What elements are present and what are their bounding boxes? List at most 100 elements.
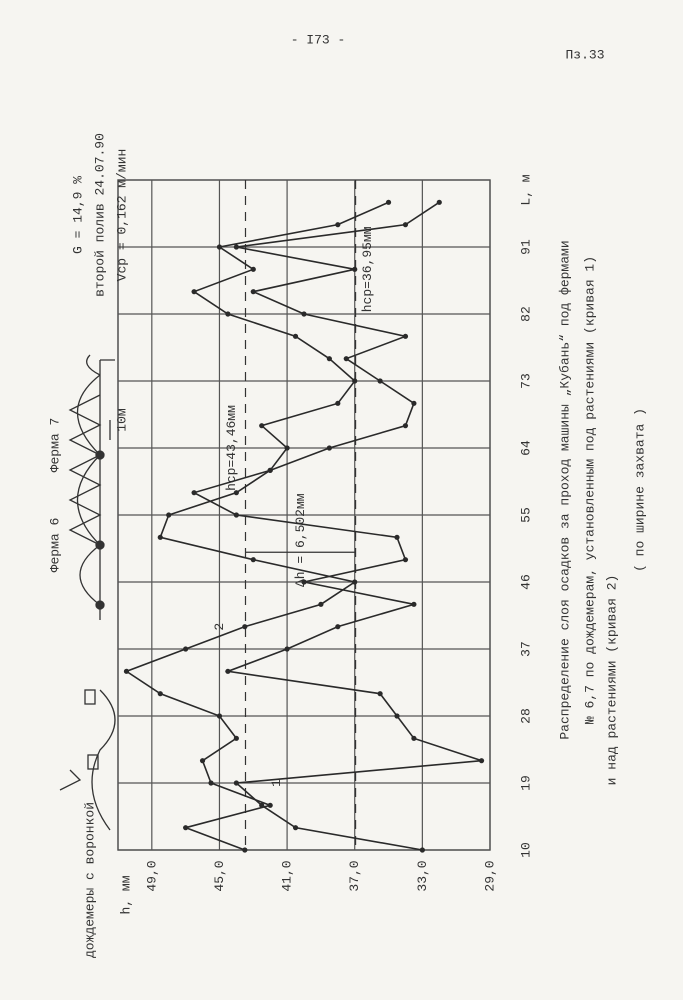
data-point <box>352 579 358 585</box>
y-tick-label: 49,0 <box>144 860 159 891</box>
x-tick-label: 91 <box>518 239 533 255</box>
data-point <box>326 445 332 451</box>
data-point <box>233 780 239 786</box>
ref-label: hср=36,95мм <box>360 226 375 312</box>
x-tick-label: 55 <box>518 507 533 523</box>
data-point <box>335 624 341 630</box>
data-point <box>436 199 442 205</box>
data-point <box>284 646 290 652</box>
data-point <box>335 222 341 228</box>
param-text: второй полив 24.07.90 <box>92 133 107 297</box>
caption: Распределение слоя осадков за проход маш… <box>557 240 572 739</box>
data-point <box>250 289 256 295</box>
data-point <box>233 735 239 741</box>
y-tick-label: 33,0 <box>415 860 430 891</box>
data-point <box>394 713 400 719</box>
caption: ( по ширине захвата ) <box>632 408 647 572</box>
ref-label: hср=43,46мм <box>224 405 239 491</box>
data-point <box>478 758 485 764</box>
data-point <box>242 624 248 630</box>
x-tick-label: 82 <box>518 306 533 322</box>
data-point <box>394 534 400 540</box>
x-tick-label: 46 <box>518 574 533 590</box>
data-point <box>242 847 248 853</box>
data-point <box>216 713 223 719</box>
data-point <box>166 512 172 518</box>
data-point <box>377 378 383 384</box>
data-line <box>191 201 482 851</box>
data-point <box>191 490 197 496</box>
delta-label: Δh = 6,502мм <box>293 493 308 587</box>
x-axis-label: L, м <box>518 174 533 205</box>
gauges-label: дождемеры с воронкой <box>82 802 97 958</box>
data-point <box>301 311 307 317</box>
data-point <box>343 356 349 362</box>
data-line <box>124 201 389 851</box>
farm-label: Ферма 7 <box>47 418 62 473</box>
page-ref: Пз.33 <box>565 47 604 62</box>
x-tick-label: 73 <box>518 373 533 389</box>
data-point <box>259 423 265 429</box>
data-point <box>385 199 392 205</box>
param-text: G = 14,9 % <box>70 176 85 254</box>
data-point <box>352 378 358 384</box>
data-point <box>411 735 417 741</box>
data-point <box>402 333 409 339</box>
data-point <box>335 400 341 406</box>
data-point <box>233 244 239 250</box>
caption: № 6,7 по дождемерам, установленным под р… <box>582 256 597 724</box>
data-point <box>326 356 332 362</box>
series-label: 1 <box>269 779 284 787</box>
y-tick-label: 45,0 <box>212 860 227 891</box>
data-point <box>225 668 231 674</box>
data-point <box>183 646 189 652</box>
data-point <box>267 467 273 473</box>
x-tick-label: 19 <box>518 775 533 791</box>
data-point <box>191 289 197 295</box>
data-point <box>301 579 307 585</box>
data-point <box>411 400 417 406</box>
farm-label: Ферма 6 <box>47 518 62 573</box>
param-text: Vср = 0,162 м/мин <box>114 149 129 282</box>
data-point <box>402 222 409 228</box>
data-point <box>157 534 163 540</box>
data-point <box>267 802 273 808</box>
x-tick-label: 28 <box>518 708 533 724</box>
data-point <box>157 691 163 697</box>
data-point <box>352 266 358 272</box>
data-point <box>419 847 425 853</box>
data-point <box>123 668 130 674</box>
y-tick-label: 41,0 <box>280 860 295 891</box>
span-label: 10м <box>114 408 129 432</box>
series-label: 2 <box>212 623 227 631</box>
data-point <box>250 557 256 563</box>
data-point <box>292 333 299 339</box>
data-point <box>402 423 409 429</box>
y-tick-label: 37,0 <box>347 860 362 891</box>
data-point <box>183 825 189 831</box>
x-tick-label: 64 <box>518 440 533 456</box>
data-point <box>199 758 206 764</box>
chart: 29,0 33,0 37,0 41,0 45,0 49,0 10 19 28 37 46 55 64 73… <box>70 133 647 914</box>
data-point <box>233 490 239 496</box>
data-point <box>208 780 214 786</box>
page-number: - I73 - <box>291 32 346 47</box>
data-point <box>318 601 324 607</box>
data-point <box>411 601 417 607</box>
y-axis-label: h, мм <box>118 875 133 914</box>
data-point <box>284 445 290 451</box>
data-point <box>233 512 239 518</box>
sprinkler-diagram <box>59 354 116 831</box>
data-point <box>377 691 383 697</box>
data-point <box>292 825 299 831</box>
data-point <box>216 244 223 250</box>
x-tick-label: 37 <box>518 641 533 657</box>
caption: и над растениями (кривая 2) <box>604 575 619 786</box>
data-point <box>225 311 231 317</box>
data-point <box>402 557 409 563</box>
data-point <box>250 266 256 272</box>
y-tick-label: 29,0 <box>482 860 497 891</box>
x-tick-label: 10 <box>518 842 533 858</box>
